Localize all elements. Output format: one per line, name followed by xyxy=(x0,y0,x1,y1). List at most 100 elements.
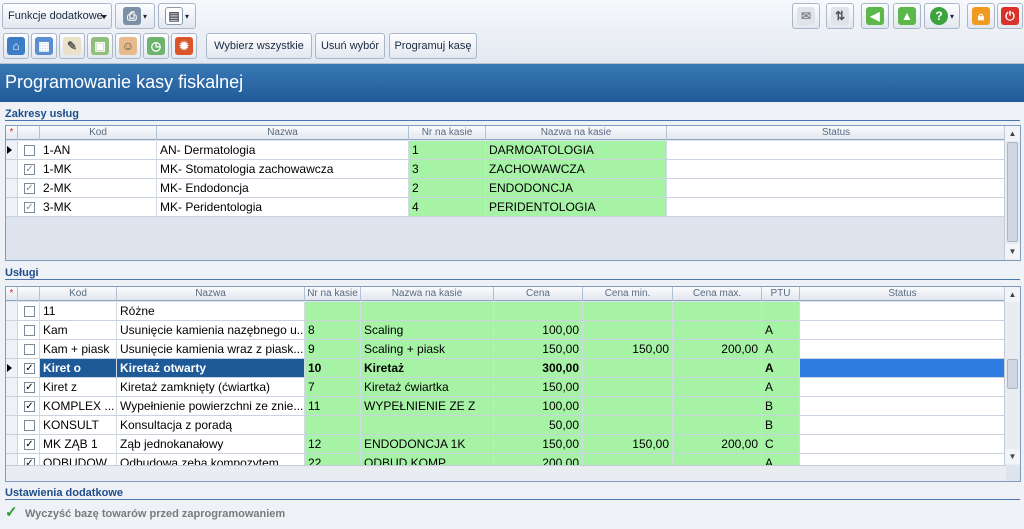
column-header: Cena min. xyxy=(583,287,673,301)
clear-db-option[interactable]: ✓ Wyczyść bazę towarów przed zaprogramow… xyxy=(5,504,285,521)
row-checkbox[interactable] xyxy=(24,306,35,317)
cell-kod: Kam + piask xyxy=(40,340,117,358)
row-checkbox[interactable]: ✓ xyxy=(24,439,35,450)
remove-selection-button[interactable]: Usuń wybór xyxy=(315,33,385,59)
row-indicator xyxy=(6,179,18,197)
row-checkbox[interactable] xyxy=(24,145,35,156)
cell-cena-min: 150,00 xyxy=(583,435,673,453)
row-checkbox[interactable] xyxy=(24,344,35,355)
checkmark-icon[interactable]: ✓ xyxy=(5,504,18,521)
scroll-thumb[interactable] xyxy=(1007,359,1018,389)
print-dropdown[interactable]: ⎙ ▾ xyxy=(115,3,155,29)
uslugi-grid[interactable]: * Kod Nazwa Nr na kasie Nazwa na kasie Cena Ce… xyxy=(5,286,1021,482)
mail-button[interactable]: ✉ xyxy=(792,3,820,29)
column-header: Nr na kasie xyxy=(305,287,361,301)
row-checkbox[interactable]: ✓ xyxy=(24,401,35,412)
help-button[interactable]: ? ▾ xyxy=(924,3,960,29)
cell-status xyxy=(800,321,1006,339)
schedule-button[interactable]: ◷ xyxy=(143,33,169,59)
section-divider xyxy=(5,279,1020,280)
table-row[interactable]: 11 Różne xyxy=(6,302,1006,321)
cell-ptu: A xyxy=(762,321,800,339)
cell-kod: 3-MK xyxy=(40,198,157,216)
zakresy-vscroll[interactable]: ▲ ▼ xyxy=(1004,126,1020,260)
row-checkbox[interactable] xyxy=(24,325,35,336)
table-row[interactable]: ✓ MK ZĄB 1 Ząb jednokanałowy 12 ENDODONCJA 1… xyxy=(6,435,1006,454)
table-row[interactable]: ✓ Kiret o Kiretaż otwarty 10 Kiretaż 300,00 A xyxy=(6,359,1006,378)
row-checkbox[interactable]: ✓ xyxy=(24,164,35,175)
table-row[interactable]: ✓ 3-MK MK- Peridentologia 4 PERIDENTOLOGIA xyxy=(6,198,1006,217)
cell-cena-max xyxy=(673,397,762,415)
table-row[interactable]: ✓ 2-MK MK- Endodoncja 2 ENDODONCJA xyxy=(6,179,1006,198)
cell-cena: 300,00 xyxy=(494,359,583,377)
scroll-up-icon[interactable]: ▲ xyxy=(1005,126,1020,141)
power-button[interactable]: ⏻ xyxy=(997,3,1023,29)
back-button[interactable]: ◀ xyxy=(861,3,889,29)
up-button[interactable]: ▲ xyxy=(893,3,921,29)
row-checkbox[interactable]: ✓ xyxy=(24,202,35,213)
scroll-down-icon[interactable]: ▼ xyxy=(1005,244,1020,259)
header-star: * xyxy=(6,287,18,301)
home-button[interactable]: ⌂ xyxy=(3,33,29,59)
header-check xyxy=(18,287,40,301)
cell-nazwa: AN- Dermatologia xyxy=(157,141,409,159)
transfer-button[interactable]: ⇅ xyxy=(826,3,854,29)
column-header: Nazwa xyxy=(157,126,409,140)
cell-status xyxy=(800,378,1006,396)
form-button[interactable]: ▦ xyxy=(31,33,57,59)
cell-cena: 100,00 xyxy=(494,397,583,415)
table-row[interactable]: 1-AN AN- Dermatologia 1 DARMOATOLOGIA xyxy=(6,141,1006,160)
cell-cena: 50,00 xyxy=(494,416,583,434)
row-checkbox[interactable]: ✓ xyxy=(24,382,35,393)
notes-button[interactable]: ✎ xyxy=(59,33,85,59)
row-checkbox[interactable]: ✓ xyxy=(24,183,35,194)
patient-button[interactable]: ☺ xyxy=(115,33,141,59)
column-header: Nazwa na kasie xyxy=(486,126,667,140)
program-register-button[interactable]: Programuj kasę xyxy=(389,33,477,59)
documents-button[interactable]: ▣ xyxy=(87,33,113,59)
cell-status xyxy=(800,397,1006,415)
row-checkbox[interactable]: ✓ xyxy=(24,363,35,374)
documents-icon: ▣ xyxy=(91,37,109,55)
table-row[interactable]: KONSULT Konsultacja z poradą 50,00 B xyxy=(6,416,1006,435)
layout-dropdown[interactable]: ▤ ▾ xyxy=(158,3,196,29)
table-row[interactable]: ✓ 1-MK MK- Stomatologia zachowawcza 3 ZACHOW… xyxy=(6,160,1006,179)
uslugi-vscroll[interactable]: ▲ ▼ xyxy=(1004,287,1020,465)
row-checkbox[interactable] xyxy=(24,420,35,431)
cell-cena xyxy=(494,302,583,320)
cell-nazwa-kasie: Kiretaż xyxy=(361,359,494,377)
settings-button[interactable]: ✹ xyxy=(171,33,197,59)
cell-ptu: A xyxy=(762,340,800,358)
cell-nazwa: Usunięcie kamienia nazębnego u... xyxy=(117,321,305,339)
cell-cena-min xyxy=(583,302,673,320)
table-row[interactable]: ✓ Kiret z Kiretaż zamknięty (ćwiartka) 7 Kir… xyxy=(6,378,1006,397)
zakresy-grid-header: * Kod Nazwa Nr na kasie Nazwa na kasie Status xyxy=(6,126,1006,140)
row-indicator xyxy=(6,302,18,320)
uslugi-hscroll[interactable] xyxy=(6,465,1006,481)
table-row[interactable]: Kam + piask Usunięcie kamienia wraz z pia… xyxy=(6,340,1006,359)
zakresy-grid[interactable]: * Kod Nazwa Nr na kasie Nazwa na kasie Status… xyxy=(5,125,1021,261)
section-ustawienia-title: Ustawienia dodatkowe xyxy=(5,487,123,499)
cell-nr: 12 xyxy=(305,435,361,453)
cell-nazwa-kasie: Kiretaż ćwiartka xyxy=(361,378,494,396)
row-indicator xyxy=(6,198,18,216)
cell-nr: 11 xyxy=(305,397,361,415)
cell-cena-max: 200,00 xyxy=(673,340,762,358)
table-row[interactable]: Kam Usunięcie kamienia nazębnego u... 8 Sca… xyxy=(6,321,1006,340)
row-indicator xyxy=(6,160,18,178)
select-all-button[interactable]: Wybierz wszystkie xyxy=(206,33,312,59)
scroll-up-icon[interactable]: ▲ xyxy=(1005,287,1020,302)
scroll-thumb[interactable] xyxy=(1007,142,1018,242)
cell-nazwa: Kiretaż zamknięty (ćwiartka) xyxy=(117,378,305,396)
cell-nazwa: Kiretaż otwarty xyxy=(117,359,305,377)
row-indicator xyxy=(6,416,18,434)
scroll-down-icon[interactable]: ▼ xyxy=(1005,449,1020,464)
page-title: Programowanie kasy fiskalnej xyxy=(0,64,1024,102)
cell-kod: Kiret z xyxy=(40,378,117,396)
cell-nazwa-kasie xyxy=(361,416,494,434)
cell-nazwa-kasie: ENDODONCJA xyxy=(486,179,667,197)
lock-button[interactable]: 🔒︎ xyxy=(967,3,995,29)
table-row[interactable]: ✓ KOMPLEX ... Wypełnienie powierzchni ze z… xyxy=(6,397,1006,416)
funcs-dropdown[interactable]: Funkcje dodatkowe xyxy=(2,3,112,29)
cell-cena-max xyxy=(673,302,762,320)
